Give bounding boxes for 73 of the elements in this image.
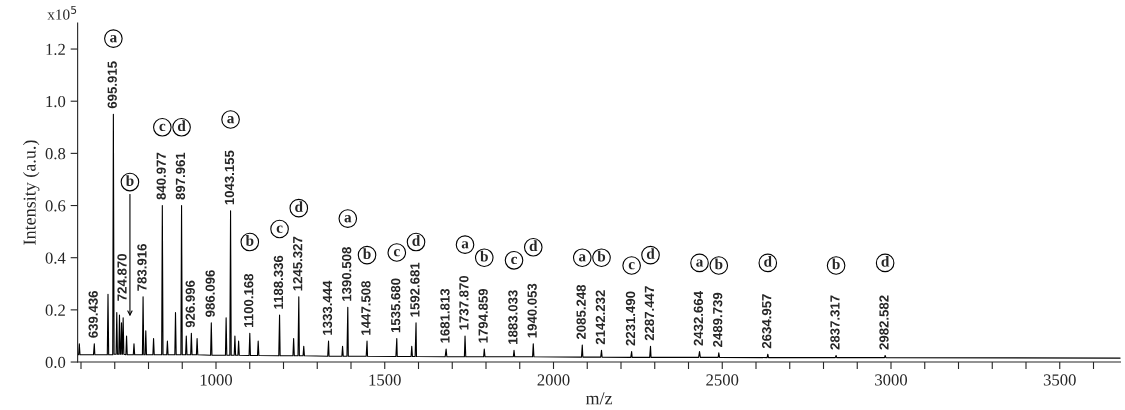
annotation: 1447.508 [361,280,371,335]
annotation: 2287.447 [644,286,655,341]
annotation: 1737.870 [459,275,469,330]
y-tick-label: 0.4 [45,252,66,264]
annotation: 1592.681 [410,262,420,317]
annotation: b [832,258,840,270]
x-tick-label: 1000 [200,374,233,386]
x-tick-label: 2000 [537,374,570,386]
annotation: a [578,254,586,262]
y-axis-title: Intensity (a.u.) [23,140,40,245]
x-axis-title: m/z [585,392,613,405]
annotation: b [362,248,371,259]
annotation: 1940.053 [527,283,537,338]
annotation: b [245,235,254,246]
line-series [77,113,1121,359]
annotation: b [125,175,134,186]
annotation: 2085.248 [576,284,586,340]
annotation: a [110,35,117,43]
y-tick-label: 1.0 [46,95,66,108]
y-tick-label: 0.0 [45,356,66,369]
annotation: 1333.444 [322,280,333,335]
annotation: 1794.859 [478,288,488,343]
annotation: 2634.957 [762,294,772,349]
annotation: b [597,250,606,262]
annotation: a [696,259,704,267]
annotation: 1100.168 [244,273,254,327]
annotation: 2837.317 [830,295,840,350]
annotation: a [227,115,235,124]
y-tick-label: 0.2 [45,304,65,316]
annotation: c [393,248,400,257]
annotation: 724.870 [117,254,127,301]
annotation: d [412,235,421,246]
annotation: d [529,240,538,252]
annotation: c [628,262,635,270]
y-tick-label: 0.6 [45,200,66,212]
x-tick-label: 3000 [875,374,908,386]
annotation: 2231.490 [625,291,636,346]
annotation: 2142.232 [595,290,606,345]
annotation: d [764,255,772,267]
x-tick-label: 3500 [1043,374,1076,386]
annotation: 1245.327 [293,236,303,291]
annotation: b [480,250,488,262]
annotation: a [344,215,352,223]
annotation: 840.977 [156,152,166,200]
annotation: d [295,201,303,212]
annotation: 1390.508 [342,247,352,301]
annotation: d [177,120,186,132]
y-tick-label: 1.2 [46,43,65,56]
annotation: 1883.033 [508,290,518,344]
annotation: 1535.680 [390,278,401,333]
annotation: 783.916 [137,244,147,291]
annotation: 695.915 [107,61,117,109]
annotation: 1681.813 [440,288,450,343]
annotation: 1043.155 [224,150,235,205]
annotation: 986.096 [205,270,215,317]
annotation: 926.996 [185,280,195,328]
annotation: 639.436 [88,291,98,338]
annotation: 1188.336 [273,255,284,309]
annotation: 2489.739 [712,292,723,347]
annotation: d [881,255,890,267]
annotation: c [276,225,283,233]
annotation: a [461,241,469,249]
annotation: 2432.664 [693,291,704,346]
x-tick-label: 1500 [369,374,401,386]
annotation: c [511,256,518,265]
annotation: c [159,123,166,132]
annotation: 2982.582 [879,295,889,350]
annotation: d [646,248,655,259]
annotation: b [714,258,723,270]
x-tick-label: 2500 [706,374,739,386]
text: x10$^{5}$ [47,5,77,20]
y-tick-label: 0.8 [45,148,66,160]
annotation: 897.961 [175,152,186,200]
